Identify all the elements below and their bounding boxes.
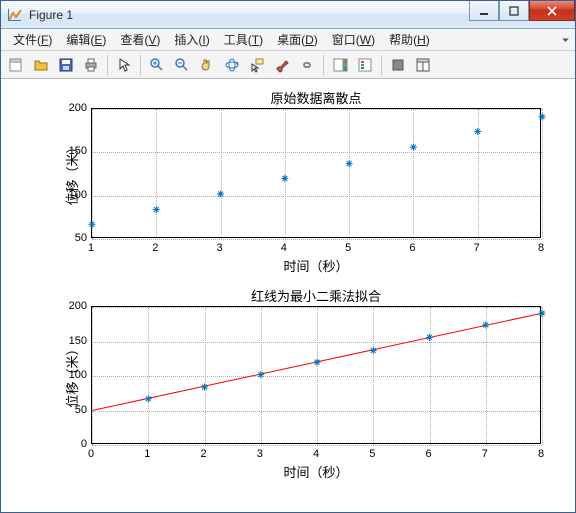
xtick-label: 8 (538, 448, 544, 460)
xtick-label: 8 (538, 242, 544, 254)
pan-icon[interactable] (196, 54, 218, 76)
close-button[interactable] (529, 1, 575, 21)
ytick-label: 50 (61, 232, 87, 244)
gridline (92, 445, 542, 446)
maximize-button[interactable] (499, 1, 529, 21)
axes-2[interactable] (91, 306, 541, 444)
xlabel-1: 时间（秒） (283, 256, 348, 275)
menu-e[interactable]: 编辑(E) (60, 29, 112, 50)
hide-tools-icon[interactable] (387, 54, 409, 76)
ylabel-2: 位移（米） (62, 342, 81, 407)
axes-1[interactable] (91, 108, 541, 238)
ytick-label: 200 (61, 300, 87, 312)
xtick-label: 3 (217, 242, 223, 254)
titlebar[interactable]: Figure 1 (1, 1, 575, 29)
menu-w[interactable]: 窗口(W) (326, 29, 381, 50)
xtick-label: 5 (345, 242, 351, 254)
minimize-button[interactable] (469, 1, 499, 21)
zoom-out-icon[interactable] (171, 54, 193, 76)
ytick-label: 200 (61, 102, 87, 114)
brush-icon[interactable] (271, 54, 293, 76)
ylabel-1: 位移（米） (62, 140, 81, 205)
xtick-label: 1 (144, 448, 150, 460)
colorbar-icon[interactable] (329, 54, 351, 76)
menu-v[interactable]: 查看(V) (114, 29, 166, 50)
link-icon[interactable] (296, 54, 318, 76)
legend-icon[interactable] (354, 54, 376, 76)
plot-data-2 (92, 307, 542, 445)
toolbar-separator (323, 55, 324, 75)
chart-title-2: 红线为最小二乘法拟合 (251, 286, 381, 305)
gridline (542, 307, 543, 445)
toolbar-separator (107, 55, 108, 75)
xlabel-2: 时间（秒） (283, 462, 348, 481)
figure-window: Figure 1 文件(F)编辑(E)查看(V)插入(I)工具(T)桌面(D)窗… (0, 0, 576, 513)
gridline (92, 239, 542, 240)
menubar-overflow-icon[interactable]: 🞃 (562, 34, 569, 45)
menu-i[interactable]: 插入(I) (168, 29, 215, 50)
zoom-in-icon[interactable] (146, 54, 168, 76)
xtick-label: 0 (88, 448, 94, 460)
chart-title-1: 原始数据离散点 (270, 88, 361, 107)
new-figure-icon[interactable] (5, 54, 27, 76)
matlab-figure-icon (7, 7, 23, 23)
xtick-label: 7 (474, 242, 480, 254)
xtick-label: 3 (257, 448, 263, 460)
dock-icon[interactable] (412, 54, 434, 76)
toolbar-separator (381, 55, 382, 75)
rotate3d-icon[interactable] (221, 54, 243, 76)
edit-arrow-icon[interactable] (113, 54, 135, 76)
ytick-label: 0 (61, 438, 87, 450)
menu-t[interactable]: 工具(T) (218, 29, 269, 50)
gridline (542, 109, 543, 239)
xtick-label: 7 (482, 448, 488, 460)
plot-data-1 (92, 109, 542, 239)
menubar: 文件(F)编辑(E)查看(V)插入(I)工具(T)桌面(D)窗口(W)帮助(H)… (1, 29, 575, 51)
xtick-label: 5 (369, 448, 375, 460)
menu-d[interactable]: 桌面(D) (271, 29, 324, 50)
print-icon[interactable] (80, 54, 102, 76)
xtick-label: 4 (281, 242, 287, 254)
toolbar (1, 51, 575, 79)
xtick-label: 6 (409, 242, 415, 254)
xtick-label: 2 (152, 242, 158, 254)
menu-h[interactable]: 帮助(H) (383, 29, 436, 50)
toolbar-separator (140, 55, 141, 75)
xtick-label: 2 (200, 448, 206, 460)
menu-f[interactable]: 文件(F) (7, 29, 58, 50)
window-controls (469, 1, 575, 21)
datacursor-icon[interactable] (246, 54, 268, 76)
figure-canvas: 1234567850100150200原始数据离散点时间（秒）位移（米）0123… (1, 79, 575, 512)
xtick-label: 6 (425, 448, 431, 460)
xtick-label: 1 (88, 242, 94, 254)
open-icon[interactable] (30, 54, 52, 76)
save-icon[interactable] (55, 54, 77, 76)
window-title: Figure 1 (29, 8, 73, 22)
xtick-label: 4 (313, 448, 319, 460)
